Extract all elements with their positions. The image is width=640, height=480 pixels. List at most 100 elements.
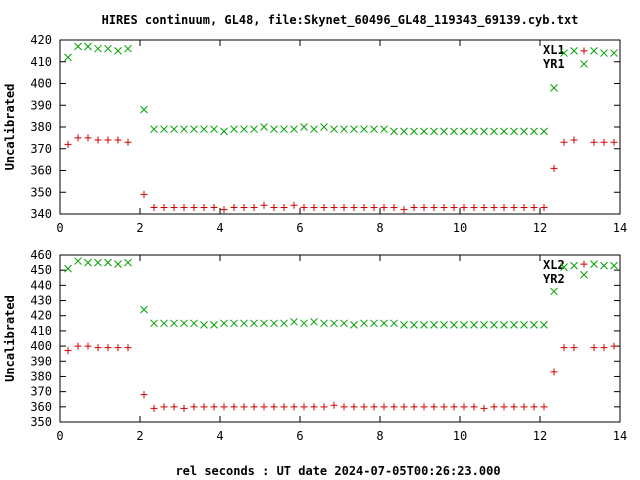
data-point-yr1	[430, 203, 438, 211]
data-point-xl1	[420, 127, 428, 136]
x-tick-label: 6	[296, 221, 303, 235]
data-point-xl1	[280, 125, 288, 134]
data-point-xl2	[430, 320, 438, 329]
data-point-xl2	[94, 258, 102, 267]
y-tick-label: 370	[30, 142, 52, 156]
data-point-xl1	[260, 123, 268, 131]
data-point-yr1	[600, 138, 608, 146]
data-point-yr1	[590, 138, 598, 146]
data-point-xl2	[510, 320, 518, 329]
data-point-xl2	[150, 319, 158, 328]
data-point-yr1	[140, 190, 148, 198]
plot-frame	[59, 254, 621, 423]
x-tick-label: 14	[613, 429, 627, 443]
data-point-yr1	[390, 203, 398, 211]
data-point-xl1	[440, 127, 448, 136]
data-point-yr1	[340, 203, 348, 211]
data-point-xl2	[260, 319, 268, 328]
data-point-xl1	[270, 125, 278, 134]
data-point-xl1	[200, 125, 208, 134]
data-point-yr1	[500, 203, 508, 211]
data-point-xl1	[150, 125, 158, 134]
data-point-yr2	[180, 404, 188, 412]
data-point-yr1	[470, 203, 478, 211]
data-point-yr2	[570, 344, 578, 352]
data-point-xl2	[64, 264, 72, 273]
data-point-yr2	[410, 403, 418, 411]
data-point-yr2	[170, 403, 178, 411]
data-point-yr1	[160, 203, 168, 211]
data-point-xl2	[190, 319, 198, 328]
data-point-yr1	[104, 136, 112, 144]
data-point-xl1	[520, 127, 528, 136]
data-point-xl2	[290, 317, 298, 326]
data-point-yr1	[400, 206, 408, 214]
data-point-xl1	[290, 125, 298, 134]
data-point-yr1	[330, 203, 338, 211]
panel-1: 340 350 360 370 380 390 400 410 420 0 2 4 6 8 10 12 14 Un…	[3, 33, 627, 235]
data-point-yr2	[550, 368, 558, 376]
data-point-xl1	[210, 125, 218, 134]
data-point-xl1	[330, 125, 338, 134]
plot-frame	[59, 39, 621, 215]
legend-label: XL2	[543, 258, 565, 272]
data-point-yr2	[400, 403, 408, 411]
data-point-xl2	[500, 320, 508, 329]
data-point-yr2	[520, 403, 528, 411]
data-point-xl1	[190, 125, 198, 134]
data-point-xl1	[490, 127, 498, 136]
x-tick-label: 12	[533, 429, 547, 443]
data-point-xl1	[530, 127, 538, 136]
data-point-xl2	[450, 320, 458, 329]
data-point-yr1	[150, 203, 158, 211]
data-point-xl2	[590, 260, 598, 268]
data-point-yr1	[560, 138, 568, 146]
data-point-yr2	[124, 344, 132, 352]
data-point-yr2	[470, 403, 478, 411]
data-point-yr1	[420, 203, 428, 211]
data-point-xl1	[94, 44, 102, 53]
data-point-xl2	[490, 320, 498, 329]
y-tick-label: 390	[30, 354, 52, 368]
y-tick-label: 430	[30, 294, 52, 308]
data-point-yr1	[510, 203, 518, 211]
data-point-yr2	[530, 403, 538, 411]
data-point-yr2	[270, 403, 278, 411]
data-point-yr2	[450, 403, 458, 411]
data-point-yr2	[430, 403, 438, 411]
data-point-xl2	[470, 320, 478, 329]
data-point-xl2	[250, 319, 258, 328]
data-point-xl2	[580, 270, 588, 279]
data-point-yr2	[490, 403, 498, 411]
data-point-xl2	[370, 319, 378, 328]
y-tick-label: 410	[30, 55, 52, 69]
data-point-xl2	[570, 261, 578, 270]
data-point-yr2	[250, 403, 258, 411]
y-tick-label: 360	[30, 400, 52, 414]
data-point-yr1	[94, 136, 102, 144]
data-point-yr1	[410, 203, 418, 211]
data-point-yr1	[114, 136, 122, 144]
data-point-xl2	[180, 319, 188, 328]
data-point-xl2	[240, 319, 248, 328]
legend-label: XL1	[543, 43, 565, 57]
data-point-yr1	[300, 203, 308, 211]
data-point-xl2	[230, 319, 238, 328]
x-tick-label: 12	[533, 221, 547, 235]
x-tick-label: 2	[136, 429, 143, 443]
data-point-yr2	[560, 344, 568, 352]
data-point-xl2	[480, 320, 488, 329]
data-point-xl2	[400, 320, 408, 329]
data-point-yr1	[480, 203, 488, 211]
y-tick-label: 390	[30, 98, 52, 112]
data-point-xl1	[390, 127, 398, 136]
data-point-xl2	[170, 319, 178, 328]
data-point-yr2	[440, 403, 448, 411]
x-tick-label: 0	[56, 429, 63, 443]
y-tick-label: 380	[30, 369, 52, 383]
data-point-yr1	[310, 203, 318, 211]
data-point-xl1	[240, 125, 248, 134]
data-point-xl1	[470, 127, 478, 136]
